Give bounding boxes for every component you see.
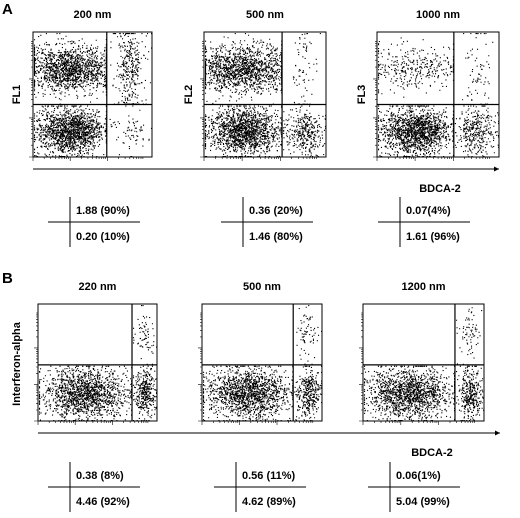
upper-right-value: 0.56 (11%) bbox=[242, 470, 296, 482]
cell-events-upper-right bbox=[133, 305, 158, 365]
plot-frame bbox=[362, 303, 485, 422]
upper-right-value: 0.38 (8%) bbox=[76, 470, 124, 482]
cell-events-lower-right bbox=[294, 365, 323, 422]
x-axis-label: BDCA-2 bbox=[411, 447, 453, 459]
lower-right-value: 4.62 (89%) bbox=[242, 496, 296, 508]
dot-plot-220-nm: 220 nm bbox=[34, 281, 158, 425]
y-axis-label: FL2 bbox=[183, 85, 195, 105]
cell-events-lower-right bbox=[456, 365, 485, 422]
lower-right-value: 1.61 (96%) bbox=[406, 231, 460, 243]
axis-ticks bbox=[200, 41, 317, 161]
cell-events-upper-right bbox=[456, 307, 483, 365]
quadrant-values-table: 0.07(4%) 1.61 (96%) bbox=[378, 197, 470, 247]
cell-events-lower-left bbox=[39, 365, 133, 422]
cell-events-lower-right bbox=[109, 105, 153, 158]
dot-plot-200-nm: 200 nm FL1 bbox=[11, 9, 153, 161]
plot-title: 1000 nm bbox=[416, 9, 460, 21]
x-axis-arrow bbox=[495, 430, 500, 436]
cell-events-upper-right bbox=[110, 33, 153, 105]
plot-title: 220 nm bbox=[79, 281, 117, 293]
cell-events-lower-left bbox=[378, 105, 454, 158]
lower-right-value: 5.04 (99%) bbox=[396, 496, 450, 508]
y-axis-label: Interferon-alpha bbox=[11, 321, 23, 406]
lower-right-value: 1.46 (80%) bbox=[249, 231, 303, 243]
cell-events-upper-left bbox=[378, 37, 454, 98]
x-axis-arrow bbox=[494, 166, 499, 172]
upper-right-value: 1.88 (90%) bbox=[76, 205, 130, 217]
axis-ticks bbox=[359, 312, 475, 425]
plot-title: 1200 nm bbox=[401, 281, 445, 293]
upper-right-value: 0.07(4%) bbox=[406, 205, 451, 217]
cell-events-upper-left bbox=[205, 33, 283, 105]
cell-events-upper-right bbox=[296, 305, 323, 365]
cell-events-lower-right bbox=[283, 105, 327, 158]
y-axis-label: FL1 bbox=[11, 85, 23, 105]
dot-plot-500-nm: 500 nm FL2 bbox=[183, 9, 327, 161]
upper-right-value: 0.36 (20%) bbox=[249, 205, 303, 217]
axis-ticks bbox=[29, 41, 144, 161]
x-axis-label: BDCA-2 bbox=[419, 183, 461, 195]
cell-events-lower-left bbox=[364, 365, 456, 422]
cell-events-lower-left bbox=[34, 105, 107, 158]
cell-events-upper-left bbox=[34, 33, 107, 105]
lower-right-value: 4.46 (92%) bbox=[76, 496, 130, 508]
quadrant-values-table: 1.88 (90%) 0.20 (10%) bbox=[48, 197, 140, 247]
y-axis-label: FL3 bbox=[356, 85, 368, 105]
panel-letter: B bbox=[2, 270, 13, 287]
axis-ticks bbox=[34, 312, 149, 425]
quadrant-values-table: 0.36 (20%) 1.46 (80%) bbox=[221, 197, 313, 247]
axis-ticks bbox=[373, 41, 490, 161]
cell-events-lower-right bbox=[133, 365, 158, 422]
panel-letter: A bbox=[2, 1, 13, 18]
lower-right-value: 0.20 (10%) bbox=[76, 231, 130, 243]
cell-events-lower-left bbox=[203, 365, 294, 422]
dot-plot-1200-nm: 1200 nm bbox=[359, 281, 485, 425]
plot-title: 200 nm bbox=[74, 9, 112, 21]
panel-A: A BDCA-2 1.88 (90%) 0.20 (10%) 0.36 (20%) 1.4… bbox=[2, 1, 499, 247]
dot-plot-1000-nm: 1000 nm FL3 bbox=[356, 9, 500, 161]
axis-ticks bbox=[198, 312, 314, 425]
cell-events-upper-right bbox=[292, 33, 321, 105]
quadrant-values-table: 0.38 (8%) 4.46 (92%) bbox=[48, 462, 140, 512]
panel-B: B BDCA-2 Interferon-alpha 0.38 (8%) 4.46 (92… bbox=[2, 270, 500, 512]
cell-events-lower-left bbox=[205, 105, 283, 158]
cell-events-upper-right bbox=[462, 33, 494, 105]
plot-title: 500 nm bbox=[246, 9, 284, 21]
dot-plot-500-nm: 500 nm bbox=[198, 281, 323, 425]
quadrant-values-table: 0.06(1%) 5.04 (99%) bbox=[368, 462, 460, 512]
cell-events-lower-right bbox=[454, 105, 500, 158]
quadrant-values-table: 0.56 (11%) 4.62 (89%) bbox=[214, 462, 306, 512]
plot-title: 500 nm bbox=[243, 281, 281, 293]
upper-right-value: 0.06(1%) bbox=[396, 470, 441, 482]
